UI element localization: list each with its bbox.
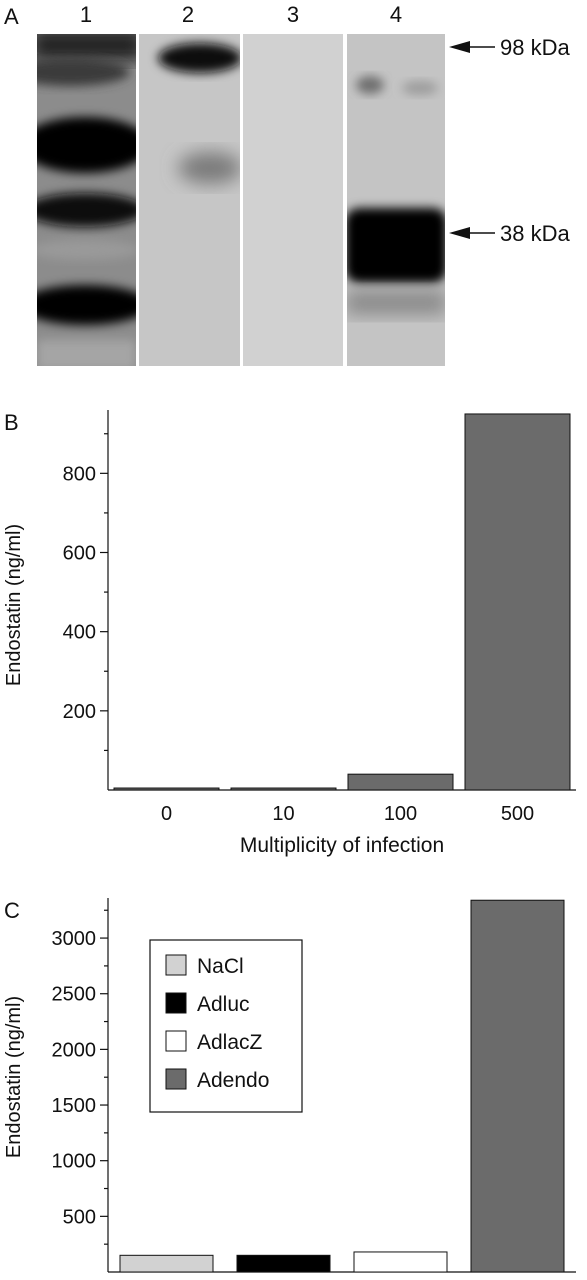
legend-swatch-adluc — [165, 992, 187, 1014]
marker-98kda: 98 kDa — [449, 35, 570, 60]
bar-adluc — [236, 1254, 331, 1273]
y-tick-label: 600 — [63, 543, 96, 565]
blot-lane-1 — [37, 34, 136, 366]
lane-4-label: 4 — [390, 2, 402, 27]
blot-lane-3 — [243, 34, 343, 366]
lane-3-label: 3 — [287, 2, 299, 27]
bar-100 — [347, 773, 454, 791]
panel-b: B Endostatin (ng/ml) Multiplicity of inf… — [3, 410, 576, 857]
panel-c-y-axis-title: Endostatin (ng/ml) — [3, 996, 25, 1158]
legend-label-adendo: Adendo — [197, 1069, 269, 1092]
panel-b-label: B — [4, 410, 19, 435]
lane-1-label: 1 — [80, 2, 92, 27]
bar-nacl — [119, 1254, 214, 1273]
x-tick-label: 10 — [272, 803, 294, 825]
bar-10 — [230, 787, 337, 791]
legend-label-adlacz: AdlacZ — [197, 1031, 263, 1054]
bar-adlacz — [353, 1251, 448, 1273]
panel-c-label: C — [4, 898, 20, 923]
legend-swatch-adlacz — [165, 1030, 187, 1052]
panel-a-label: A — [4, 4, 19, 29]
legend-swatch-nacl — [165, 954, 187, 976]
x-tick-label: 100 — [384, 803, 417, 825]
bar-500 — [464, 413, 571, 791]
panel-b-y-axis-title: Endostatin (ng/ml) — [3, 524, 25, 686]
bar-adendo — [470, 899, 565, 1273]
lane-2-label: 2 — [182, 2, 194, 27]
blot-lane-2 — [139, 34, 240, 366]
x-tick-label: 500 — [501, 803, 534, 825]
marker-38kda-label: 38 kDa — [500, 221, 570, 246]
y-tick-label: 3000 — [52, 928, 97, 950]
panel-b-x-axis-title: Multiplicity of infection — [240, 834, 444, 857]
y-tick-label: 2000 — [52, 1039, 97, 1061]
y-tick-label: 500 — [63, 1206, 96, 1228]
panel-b-plot: 200 400 600 800 0 10 100 500 — [63, 410, 576, 825]
panel-c-plot: 500 1000 1500 2000 2500 3000 — [52, 898, 576, 1273]
x-tick-label: 0 — [161, 803, 172, 825]
legend-label-nacl: NaCl — [197, 955, 244, 978]
y-tick-label: 1500 — [52, 1095, 97, 1117]
y-tick-label: 400 — [63, 622, 96, 644]
marker-98kda-label: 98 kDa — [500, 35, 570, 60]
panel-c: C Endostatin (ng/ml) 500 1000 1500 2000 2500… — [3, 898, 576, 1273]
y-tick-label: 800 — [63, 463, 96, 485]
panel-c-legend: NaCl Adluc AdlacZ Adendo — [149, 939, 303, 1113]
y-tick-label: 200 — [63, 701, 96, 723]
legend-label-adluc: Adluc — [197, 993, 250, 1016]
legend-swatch-adendo — [165, 1068, 187, 1090]
blot-lane-4 — [347, 34, 445, 366]
y-tick-label: 1000 — [52, 1151, 97, 1173]
bar-0 — [113, 787, 220, 791]
marker-38kda: 38 kDa — [449, 221, 570, 246]
panel-a: A 1 2 3 4 — [4, 2, 570, 366]
y-tick-label: 2500 — [52, 984, 97, 1006]
